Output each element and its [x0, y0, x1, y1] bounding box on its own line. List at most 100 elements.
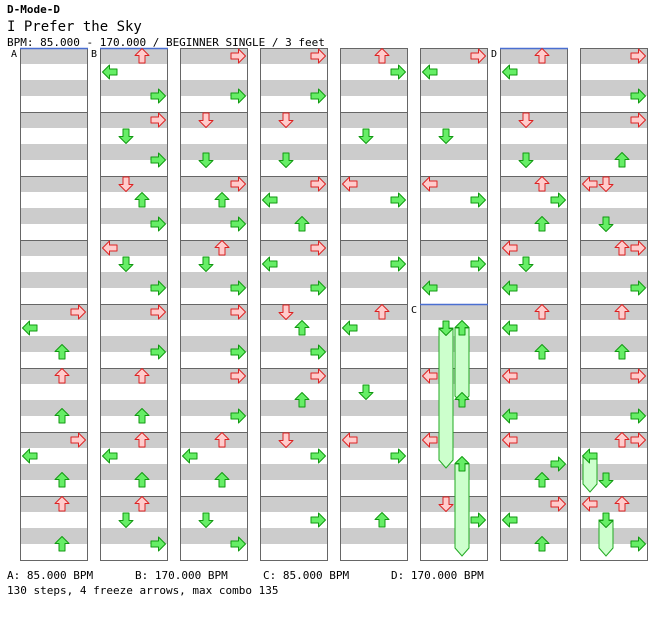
up-arrow-icon	[134, 432, 150, 448]
chart-column	[100, 48, 168, 561]
beat-stripe	[180, 80, 248, 96]
up-arrow-icon	[534, 48, 550, 64]
up-arrow-icon	[374, 48, 390, 64]
up-arrow-icon	[534, 304, 550, 320]
down-arrow-icon	[518, 256, 534, 272]
right-arrow-icon	[150, 88, 166, 104]
beat-stripe	[180, 432, 248, 448]
beat-stripe	[580, 336, 648, 352]
beat-stripe	[500, 496, 568, 512]
beat-stripe	[420, 240, 488, 256]
up-arrow-icon	[454, 392, 470, 408]
beat-stripe	[100, 240, 168, 256]
up-arrow-icon	[614, 344, 630, 360]
down-arrow-icon	[198, 256, 214, 272]
beat-stripe	[180, 144, 248, 160]
beat-stripe	[100, 176, 168, 192]
beat-stripe	[500, 304, 568, 320]
beat-stripe	[180, 368, 248, 384]
bpm-segment-d: D: 170.000 BPM	[391, 569, 484, 582]
right-arrow-icon	[550, 456, 566, 472]
bpm-segment-a: A: 85.000 BPM	[7, 569, 94, 582]
up-arrow-icon	[134, 408, 150, 424]
up-arrow-icon	[534, 536, 550, 552]
beat-stripe	[100, 304, 168, 320]
beat-stripe	[500, 400, 568, 416]
beat-stripe	[100, 400, 168, 416]
beat-stripe	[420, 464, 488, 480]
left-arrow-icon	[582, 496, 598, 512]
beat-stripe	[180, 304, 248, 320]
beat-stripe	[20, 304, 88, 320]
beat-stripe	[580, 240, 648, 256]
beat-stripe	[260, 240, 328, 256]
beat-stripe	[580, 208, 648, 224]
beat-stripe	[180, 272, 248, 288]
up-arrow-icon	[134, 496, 150, 512]
beat-stripe	[420, 528, 488, 544]
beat-stripe	[100, 48, 168, 64]
up-arrow-icon	[214, 432, 230, 448]
up-arrow-icon	[54, 408, 70, 424]
beat-stripe	[420, 432, 488, 448]
beat-stripe	[100, 528, 168, 544]
beat-stripe	[260, 496, 328, 512]
beat-stripe	[500, 240, 568, 256]
right-arrow-icon	[310, 344, 326, 360]
chart-column	[260, 48, 328, 561]
left-arrow-icon	[502, 320, 518, 336]
beat-stripe	[100, 208, 168, 224]
down-arrow-icon	[438, 320, 454, 336]
beat-stripe	[420, 304, 488, 320]
column-border	[260, 48, 328, 561]
left-arrow-icon	[422, 280, 438, 296]
beat-stripe	[580, 176, 648, 192]
up-arrow-icon	[614, 152, 630, 168]
beat-stripe	[340, 528, 408, 544]
left-arrow-icon	[342, 320, 358, 336]
beat-stripe	[580, 48, 648, 64]
right-arrow-icon	[630, 432, 646, 448]
beat-stripe	[500, 144, 568, 160]
beat-stripe	[100, 112, 168, 128]
beat-stripe	[340, 80, 408, 96]
up-arrow-icon	[54, 368, 70, 384]
beat-stripe	[20, 240, 88, 256]
down-arrow-icon	[118, 256, 134, 272]
down-arrow-icon	[598, 472, 614, 488]
chart-info: BPM: 85.000 - 170.000 / BEGINNER SINGLE …	[7, 36, 325, 49]
beat-stripe	[260, 80, 328, 96]
beat-stripe	[340, 272, 408, 288]
beat-stripe	[420, 208, 488, 224]
beat-stripe	[260, 368, 328, 384]
beat-stripe	[180, 464, 248, 480]
down-arrow-icon	[518, 112, 534, 128]
beat-stripe	[100, 336, 168, 352]
beat-stripe	[260, 304, 328, 320]
beat-stripe	[340, 464, 408, 480]
beat-stripe	[20, 528, 88, 544]
up-arrow-icon	[54, 344, 70, 360]
beat-stripe	[20, 208, 88, 224]
right-arrow-icon	[150, 152, 166, 168]
beat-stripe	[420, 48, 488, 64]
beat-stripe	[100, 464, 168, 480]
beat-stripe	[260, 112, 328, 128]
right-arrow-icon	[310, 280, 326, 296]
right-arrow-icon	[70, 304, 86, 320]
up-arrow-icon	[134, 368, 150, 384]
down-arrow-icon	[118, 512, 134, 528]
beat-stripe	[500, 48, 568, 64]
right-arrow-icon	[230, 368, 246, 384]
beat-stripe	[180, 336, 248, 352]
down-arrow-icon	[598, 512, 614, 528]
beat-stripe	[580, 528, 648, 544]
right-arrow-icon	[470, 256, 486, 272]
down-arrow-icon	[438, 496, 454, 512]
beat-stripe	[180, 208, 248, 224]
down-arrow-icon	[438, 128, 454, 144]
beat-stripe	[340, 144, 408, 160]
up-arrow-icon	[214, 192, 230, 208]
beat-stripe	[580, 112, 648, 128]
